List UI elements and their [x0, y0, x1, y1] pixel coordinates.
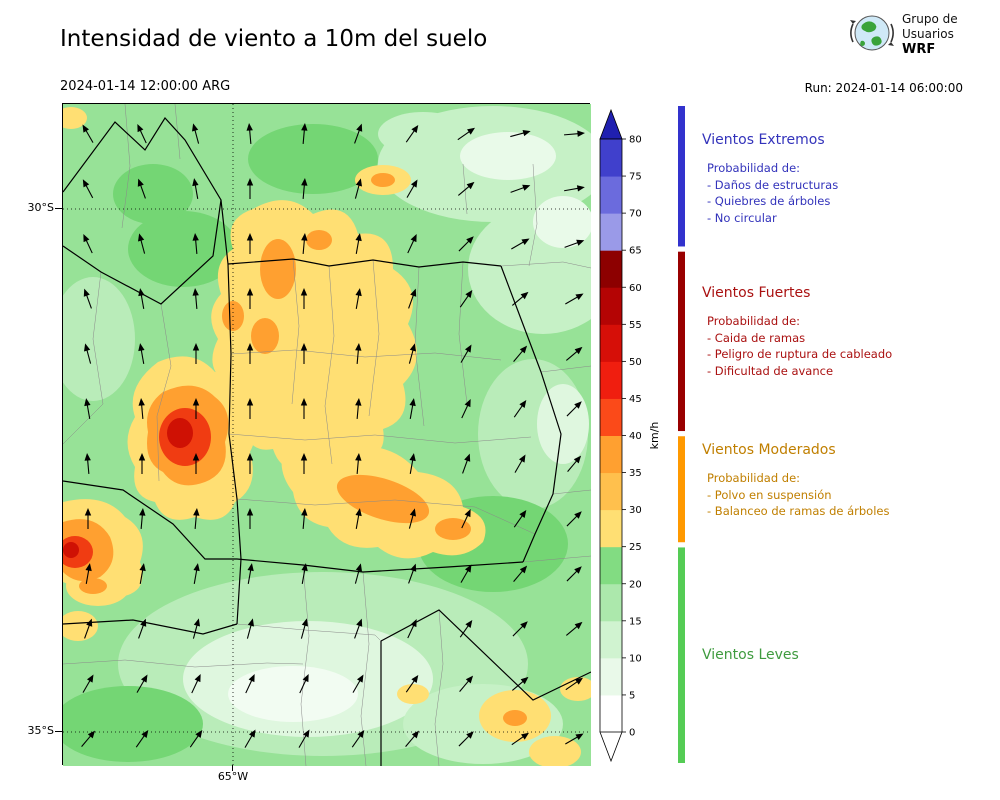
colorbar-tick-label: 25 — [629, 542, 642, 553]
legend-bar-fuertes — [678, 251, 685, 432]
ytick-mark-35s — [55, 731, 62, 732]
valid-datetime-label: 2024-01-14 12:00:00 ARG — [60, 79, 231, 94]
run-label: Run: 2024-01-14 06:00:00 — [804, 81, 963, 95]
logo-line-2: Usuarios — [902, 27, 954, 41]
ytick-mark-30s — [55, 208, 62, 209]
legend-item: - Polvo en suspensión — [707, 487, 832, 502]
colorbar-segment — [600, 435, 622, 474]
globe-icon — [850, 15, 894, 51]
xtick-65w: 65°W — [217, 770, 249, 783]
wrf-logo: Grupo de Usuarios WRF — [850, 10, 958, 57]
colorbar-segment — [600, 657, 622, 696]
wind-arrows — [81, 123, 585, 748]
colorbar-segment — [600, 583, 622, 622]
colorbar-over-arrow — [599, 108, 623, 140]
legend-bar-moderados — [678, 436, 685, 543]
colorbar-tick-label: 20 — [629, 579, 642, 590]
legend-item: Probabilidad de: — [707, 161, 801, 175]
colorbar-tick-label: 30 — [629, 505, 642, 516]
logo-line-1: Grupo de — [902, 12, 958, 26]
legend-item: Probabilidad de: — [707, 471, 801, 485]
legend-bar-extremos — [678, 106, 685, 247]
colorbar-segment — [600, 287, 622, 325]
colorbar-tick-label: 60 — [629, 283, 642, 294]
legend-title-extremos: Vientos Extremos — [702, 132, 825, 148]
colorbar-segment — [600, 694, 622, 733]
ytick-35s: 35°S — [27, 724, 54, 737]
legend-item: Probabilidad de: — [707, 314, 801, 328]
wind-map — [51, 103, 618, 768]
ytick-30s: 30°S — [27, 201, 54, 214]
legend-item: - Balanceo de ramas de árboles — [707, 504, 890, 518]
wind-field — [51, 106, 618, 768]
colorbar-tick-label: 65 — [629, 246, 642, 257]
colorbar-segment — [600, 472, 622, 511]
xtick-mark-65w — [232, 765, 233, 771]
legend-section-leves: Vientos Leves — [702, 647, 799, 675]
colorbar-segment — [600, 324, 622, 362]
legend-title-leves: Vientos Leves — [702, 647, 799, 663]
colorbar-tick-label: 45 — [629, 394, 642, 405]
province-borders — [62, 117, 592, 766]
legend: Vientos Extremos Probabilidad de: - Daños… — [702, 104, 994, 772]
gridlines — [63, 104, 591, 766]
colorbar-segment — [600, 509, 622, 548]
colorbar-tick-label: 0 — [629, 728, 635, 739]
colorbar-tick-label: 75 — [629, 172, 642, 183]
colorbar-segment — [600, 250, 622, 288]
colorbar-unit-label: km/h — [648, 422, 661, 450]
colorbar-tick-label: 40 — [629, 431, 642, 442]
legend-section-moderados: Vientos Moderados Probabilidad de: - Polv… — [702, 442, 889, 520]
colorbar-segment — [600, 213, 622, 251]
colorbar-tick-label: 80 — [629, 135, 642, 146]
legend-item: - Caida de ramas — [707, 330, 806, 345]
colorbar: 0 5 10 15 20 25 30 35 40 45 50 55 60 65 70 75 80 km/h — [599, 108, 661, 763]
colorbar-segment — [600, 176, 622, 214]
colorbar-under-arrow — [599, 731, 623, 763]
legend-title-fuertes: Vientos Fuertes — [702, 285, 811, 301]
legend-item: - Peligro de ruptura de cableado — [707, 347, 893, 361]
legend-section-fuertes: Vientos Fuertes Probabilidad de: - Caida … — [702, 285, 892, 379]
colorbar-tick-label: 55 — [629, 320, 642, 331]
legend-item: - Daños de estructuras — [707, 177, 839, 192]
colorbar-segment — [600, 361, 622, 399]
colorbar-tick-label: 35 — [629, 468, 642, 479]
legend-items-extremos: Probabilidad de: - Daños de estructuras - … — [702, 160, 838, 226]
logo-line-wrf: WRF — [902, 42, 936, 57]
colorbar-segment — [600, 546, 622, 585]
legend-items-moderados: Probabilidad de: - Polvo en suspensión - B… — [702, 470, 889, 520]
colorbar-tick-label: 50 — [629, 357, 642, 368]
colorbar-segment — [600, 139, 622, 177]
legend-items-fuertes: Probabilidad de: - Caida de ramas - Peligr… — [702, 313, 892, 379]
legend-item: - Dificultad de avance — [707, 363, 834, 378]
legend-item: - Quiebres de árboles — [707, 194, 831, 208]
legend-bar-leves — [678, 547, 685, 763]
colorbar-tick-label: 5 — [629, 690, 635, 701]
legend-title-moderados: Vientos Moderados — [702, 442, 836, 458]
legend-color-bar — [678, 106, 685, 763]
department-borders — [62, 103, 592, 767]
colorbar-tick-label: 15 — [629, 616, 642, 627]
legend-section-extremos: Vientos Extremos Probabilidad de: - Daños… — [702, 132, 838, 226]
logo-text: Grupo de Usuarios WRF — [902, 10, 958, 57]
colorbar-segment — [600, 398, 622, 436]
page-title: Intensidad de viento a 10m del suelo — [60, 26, 488, 52]
colorbar-tick-label: 10 — [629, 653, 642, 664]
wind-map-canvas — [51, 103, 618, 768]
colorbar-segment — [600, 620, 622, 659]
legend-item: - No circular — [707, 210, 777, 225]
colorbar-tick-label: 70 — [629, 209, 642, 220]
